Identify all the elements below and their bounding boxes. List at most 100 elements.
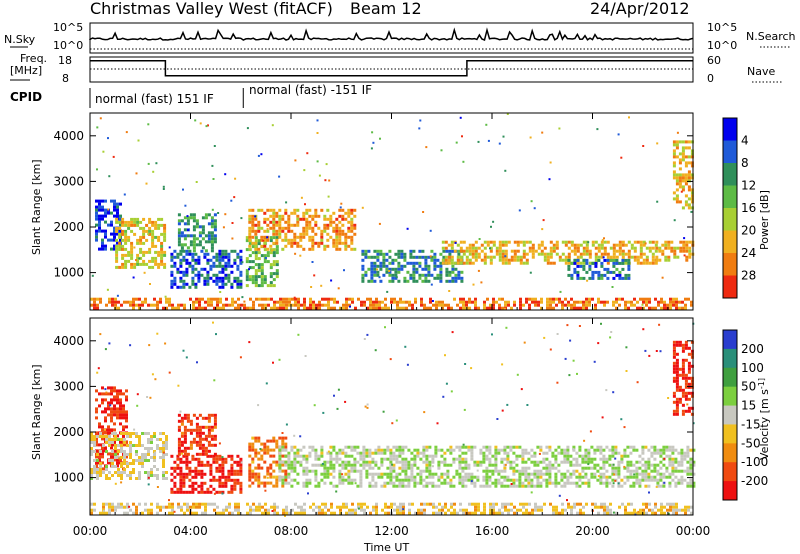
heatmap-cell <box>620 156 623 159</box>
heatmap-cell <box>456 243 460 247</box>
heatmap-cell <box>560 484 564 488</box>
heatmap-cell <box>531 300 534 304</box>
heatmap-cell <box>498 255 502 259</box>
heatmap-cell <box>411 306 414 310</box>
heatmap-cell <box>560 451 564 455</box>
heatmap-cell <box>231 297 234 301</box>
heatmap-cell <box>549 246 553 250</box>
heatmap-cell <box>101 205 104 209</box>
heatmap-cell <box>543 336 546 339</box>
heatmap-cell <box>177 443 181 447</box>
heatmap-cell <box>608 457 612 461</box>
heatmap-cell <box>536 460 540 464</box>
heatmap-cell <box>138 297 141 301</box>
heatmap-cell <box>689 484 693 488</box>
heatmap-cell <box>572 463 576 467</box>
heatmap-cell <box>200 249 204 253</box>
heatmap-cell <box>378 306 381 310</box>
heatmap-cell <box>203 472 207 476</box>
heatmap-cell <box>236 472 240 476</box>
heatmap-cell <box>674 466 678 470</box>
heatmap-cell <box>424 276 428 280</box>
heatmap-cell <box>266 439 270 443</box>
heatmap-cell <box>185 252 189 256</box>
heatmap-cell <box>379 249 383 253</box>
heatmap-cell <box>560 460 564 464</box>
heatmap-cell <box>686 481 690 485</box>
heatmap-cell <box>303 297 306 301</box>
heatmap-cell <box>201 511 204 515</box>
heatmap-cell <box>279 303 282 307</box>
heatmap-cell <box>654 511 657 515</box>
heatmap-cell <box>579 508 582 512</box>
heatmap-cell <box>182 258 186 262</box>
heatmap-cell <box>578 445 582 449</box>
heatmap-cell <box>396 303 399 307</box>
heatmap-cell <box>176 487 180 491</box>
heatmap-cell <box>182 255 186 259</box>
heatmap-cell <box>676 255 680 259</box>
heatmap-cell <box>515 457 519 461</box>
colorbar-tick-label: 20 <box>741 224 756 238</box>
heatmap-cell <box>584 454 588 458</box>
heatmap-cell <box>440 472 444 476</box>
heatmap-cell <box>195 300 198 304</box>
heatmap-cell <box>488 463 492 467</box>
heatmap-cell <box>209 472 213 476</box>
heatmap-cell <box>591 270 595 274</box>
heatmap-cell <box>445 382 448 385</box>
heatmap-cell <box>266 284 270 288</box>
heatmap-cell <box>191 457 195 461</box>
heatmap-cell <box>665 454 669 458</box>
heatmap-cell <box>135 435 138 438</box>
heatmap-cell <box>215 490 219 494</box>
heatmap-cell <box>361 276 365 280</box>
heatmap-cell <box>231 300 234 304</box>
heatmap-cell <box>422 460 426 464</box>
heatmap-cell <box>593 472 597 476</box>
heatmap-cell <box>234 505 237 509</box>
heatmap-cell <box>485 123 488 126</box>
heatmap-cell <box>372 300 375 304</box>
heatmap-cell <box>542 219 545 222</box>
heatmap-cell <box>110 413 113 417</box>
heatmap-cell <box>687 170 691 174</box>
heatmap-cell <box>101 386 104 390</box>
heatmap-cell <box>561 303 564 307</box>
heatmap-cell <box>459 246 463 250</box>
heatmap-cell <box>287 481 291 485</box>
heatmap-cell <box>428 454 432 458</box>
heatmap-cell <box>420 297 423 301</box>
heatmap-cell <box>237 306 240 310</box>
heatmap-cell <box>594 240 598 244</box>
heatmap-cell <box>602 454 606 458</box>
heatmap-cell <box>656 478 660 482</box>
heatmap-cell <box>290 229 294 233</box>
colorbar-frame <box>722 329 738 501</box>
heatmap-cell <box>561 300 564 304</box>
heatmap-cell <box>420 511 423 515</box>
heatmap-cell <box>386 457 390 461</box>
heatmap-cell <box>384 303 387 307</box>
heatmap-cell <box>170 487 174 491</box>
heatmap-cell <box>540 240 544 244</box>
heatmap-cell <box>506 113 509 115</box>
heatmap-cell <box>200 481 204 485</box>
heatmap-cell <box>251 245 255 249</box>
heatmap-cell <box>360 502 363 506</box>
heatmap-cell <box>462 508 465 512</box>
heatmap-cell <box>594 258 598 262</box>
heatmap-cell <box>441 306 444 310</box>
heatmap-cell <box>197 490 201 494</box>
heatmap-cell <box>585 306 588 310</box>
heatmap-cell <box>126 511 129 515</box>
heatmap-cell <box>439 276 443 280</box>
heatmap-cell <box>153 453 156 456</box>
heatmap-cell <box>272 469 276 473</box>
heatmap-cell <box>635 478 639 482</box>
heatmap-cell <box>333 300 336 304</box>
heatmap-cell <box>386 472 390 476</box>
heatmap-cell <box>505 326 508 329</box>
heatmap-cell <box>389 478 393 482</box>
heatmap-cell <box>444 261 448 265</box>
